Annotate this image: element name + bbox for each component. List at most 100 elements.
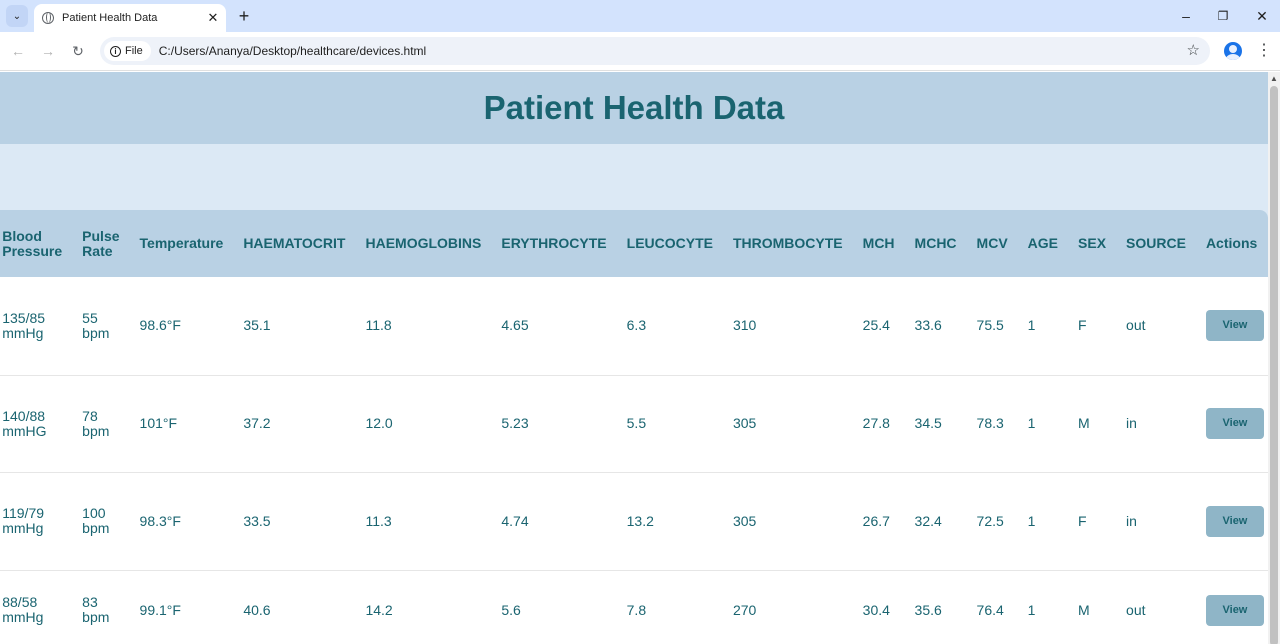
- cell-temp: 98.6°F: [139, 317, 181, 334]
- cell-haemoglobins: 14.2: [365, 601, 393, 618]
- view-button[interactable]: View: [1205, 408, 1264, 439]
- maximize-icon: ❐: [1217, 9, 1229, 23]
- address-bar[interactable]: i File C:/Users/Ananya/Desktop/healthcar…: [100, 37, 1210, 65]
- cell-erythrocyte: 4.65: [501, 317, 529, 334]
- cell-source: in: [1126, 512, 1137, 529]
- close-icon[interactable]: ✕: [207, 10, 219, 25]
- cell-temp: 99.1°F: [139, 601, 181, 618]
- cell-erythrocyte: 5.6: [501, 601, 521, 618]
- cell-pulse: 55 bpm: [82, 309, 110, 341]
- cell-haemoglobins: 12.0: [365, 415, 393, 431]
- cell-thrombocyte: 305: [732, 512, 757, 529]
- cell-leucocyte: 5.5: [626, 415, 647, 431]
- star-icon[interactable]: ☆: [1186, 42, 1200, 59]
- header-haematocrit: HAEMATOCRIT: [243, 235, 346, 251]
- globe-icon: [42, 12, 54, 24]
- cell-mchc: 32.4: [914, 512, 942, 529]
- cell-haemoglobins: 11.8: [365, 317, 392, 334]
- active-tab[interactable]: Patient Health Data ✕: [34, 4, 226, 32]
- cell-pulse: 83 bpm: [82, 594, 110, 625]
- vertical-scrollbar[interactable]: ▲: [1268, 72, 1280, 644]
- cell-source: out: [1126, 317, 1146, 334]
- header-actions: Actions: [1205, 235, 1258, 251]
- cell-age: 1: [1027, 512, 1036, 529]
- site-info-chip[interactable]: i File: [104, 41, 151, 61]
- cell-mch: 27.8: [862, 415, 890, 431]
- profile-icon[interactable]: [1224, 42, 1242, 60]
- page-viewport: Patient Health Data 2 ats Blood Pressure…: [0, 72, 1268, 644]
- cell-source: in: [1126, 415, 1137, 431]
- back-button[interactable]: ←: [8, 41, 28, 61]
- cell-haematocrit: 37.2: [243, 415, 271, 431]
- view-button[interactable]: View: [1205, 505, 1264, 537]
- cell-mcv: 75.5: [976, 317, 1004, 334]
- cell-mchc: 33.6: [914, 317, 942, 334]
- tab-search-button[interactable]: ⌄: [6, 5, 28, 27]
- table-header-row: 2 ats Blood Pressure Pulse Rate Temperat…: [0, 210, 1268, 277]
- forward-button[interactable]: →: [38, 41, 58, 61]
- header-leucocyte: LEUCOCYTE: [626, 235, 713, 251]
- page-title: Patient Health Data: [483, 89, 785, 126]
- cell-leucocyte: 7.8: [626, 601, 647, 618]
- tab-title: Patient Health Data: [62, 12, 158, 24]
- cell-actions: View: [1196, 472, 1268, 570]
- cell-temp: 101°F: [139, 415, 178, 431]
- cell-mcv: 78.3: [976, 415, 1004, 431]
- close-icon: ✕: [1256, 8, 1268, 24]
- scroll-up-icon[interactable]: ▲: [1270, 74, 1278, 83]
- reload-button[interactable]: ↻: [68, 41, 88, 61]
- tab-strip: ⌄ Patient Health Data ✕ + – ❐ ✕: [0, 0, 1280, 32]
- header-erythrocyte: ERYTHROCYTE: [501, 235, 607, 251]
- chevron-down-icon: ⌄: [12, 10, 22, 22]
- cell-pulse: 100 bpm: [82, 505, 110, 536]
- cell-thrombocyte: 305: [732, 415, 757, 431]
- cell-haemoglobins: 11.3: [365, 512, 392, 529]
- cell-mchc: 34.5: [914, 415, 942, 431]
- cell-erythrocyte: 5.23: [501, 415, 529, 431]
- header-source: SOURCE: [1126, 235, 1186, 251]
- cell-bp: 88/58 mmHg: [2, 594, 44, 625]
- cell-mch: 30.4: [862, 601, 890, 618]
- window-close-button[interactable]: ✕: [1252, 6, 1272, 26]
- cell-bp: 135/85 mmHg: [2, 309, 46, 341]
- view-button[interactable]: View: [1205, 594, 1264, 626]
- cell-mch: 26.7: [862, 512, 890, 529]
- scrollbar-thumb[interactable]: [1270, 86, 1278, 644]
- cell-bp: 119/79 mmHg: [2, 505, 45, 536]
- browser-toolbar: ← → ↻ i File C:/Users/Ananya/Desktop/hea…: [0, 32, 1280, 71]
- header-temperature: Temperature: [139, 235, 224, 251]
- view-button[interactable]: View: [1205, 310, 1264, 342]
- patient-table-container: 2 ats Blood Pressure Pulse Rate Temperat…: [0, 210, 1268, 644]
- cell-thrombocyte: 310: [732, 317, 757, 334]
- url-text[interactable]: C:/Users/Ananya/Desktop/healthcare/devic…: [158, 44, 427, 58]
- cell-age: 1: [1027, 601, 1036, 618]
- page-header: Patient Health Data: [0, 72, 1268, 144]
- maximize-button[interactable]: ❐: [1213, 6, 1233, 26]
- cell-sex: M: [1078, 415, 1090, 431]
- plus-icon: +: [238, 6, 250, 26]
- cell-mch: 25.4: [862, 317, 890, 334]
- new-tab-button[interactable]: +: [234, 6, 254, 26]
- cell-haematocrit: 33.5: [243, 512, 271, 529]
- cell-actions: View: [1196, 375, 1268, 472]
- forward-icon: →: [41, 43, 55, 59]
- cell-actions: View: [1196, 277, 1268, 375]
- cell-temp: 98.3°F: [139, 512, 181, 529]
- header-blood-pressure: Blood Pressure: [2, 227, 63, 259]
- cell-age: 1: [1027, 317, 1036, 334]
- header-age: AGE: [1027, 235, 1059, 251]
- header-mch: MCH: [862, 235, 895, 251]
- cell-age: 1: [1027, 415, 1036, 431]
- cell-leucocyte: 6.3: [626, 317, 647, 334]
- back-icon: ←: [11, 43, 25, 59]
- menu-icon[interactable]: ⋮: [1256, 42, 1272, 59]
- patient-table: 2 ats Blood Pressure Pulse Rate Temperat…: [0, 210, 1268, 644]
- cell-sex: F: [1078, 317, 1087, 334]
- filter-band: [0, 144, 1268, 210]
- minimize-button[interactable]: –: [1176, 6, 1196, 26]
- header-thrombocyte: THROMBOCYTE: [732, 235, 843, 251]
- cell-sex: M: [1078, 601, 1090, 618]
